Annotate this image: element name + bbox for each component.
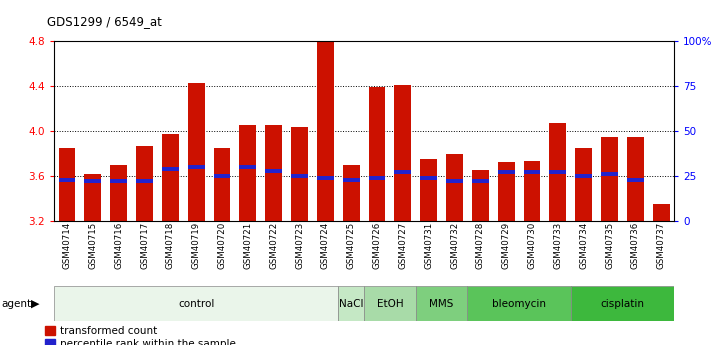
- Text: control: control: [178, 299, 214, 308]
- Text: NaCl: NaCl: [339, 299, 363, 308]
- Bar: [394, 85, 411, 221]
- Bar: [446, 179, 463, 183]
- Bar: [265, 169, 282, 172]
- Bar: [58, 148, 76, 221]
- Bar: [187, 165, 205, 169]
- Bar: [420, 176, 437, 180]
- Bar: [162, 167, 179, 171]
- Text: agent: agent: [1, 299, 32, 308]
- Bar: [627, 137, 644, 221]
- Bar: [601, 172, 618, 176]
- Bar: [338, 286, 364, 321]
- Bar: [136, 179, 153, 183]
- Bar: [58, 178, 76, 181]
- Bar: [653, 204, 670, 221]
- Bar: [110, 179, 127, 183]
- Bar: [84, 174, 101, 221]
- Bar: [54, 286, 338, 321]
- Text: bleomycin: bleomycin: [492, 299, 546, 308]
- Bar: [239, 126, 256, 221]
- Bar: [497, 162, 515, 221]
- Bar: [84, 179, 101, 183]
- Bar: [601, 137, 618, 221]
- Bar: [265, 126, 282, 221]
- Bar: [110, 165, 127, 221]
- Legend: transformed count, percentile rank within the sample: transformed count, percentile rank withi…: [45, 326, 236, 345]
- Bar: [472, 170, 489, 221]
- Bar: [213, 148, 231, 221]
- Bar: [162, 135, 179, 221]
- Bar: [317, 41, 334, 221]
- Bar: [213, 174, 231, 178]
- Bar: [497, 170, 515, 174]
- Text: cisplatin: cisplatin: [601, 299, 645, 308]
- Bar: [364, 286, 416, 321]
- Text: ▶: ▶: [31, 299, 40, 308]
- Text: GDS1299 / 6549_at: GDS1299 / 6549_at: [47, 14, 162, 28]
- Bar: [394, 170, 411, 174]
- Bar: [291, 174, 308, 178]
- Bar: [549, 123, 566, 221]
- Bar: [416, 286, 467, 321]
- Bar: [627, 178, 644, 181]
- Bar: [575, 174, 592, 178]
- Bar: [472, 179, 489, 183]
- Bar: [549, 170, 566, 174]
- Bar: [523, 161, 541, 221]
- Bar: [291, 127, 308, 221]
- Bar: [575, 148, 592, 221]
- Bar: [571, 286, 674, 321]
- Bar: [317, 176, 334, 180]
- Text: MMS: MMS: [430, 299, 454, 308]
- Text: EtOH: EtOH: [376, 299, 403, 308]
- Bar: [342, 165, 360, 221]
- Bar: [368, 87, 386, 221]
- Bar: [446, 154, 463, 221]
- Bar: [136, 146, 153, 221]
- Bar: [342, 178, 360, 181]
- Bar: [239, 165, 256, 169]
- Bar: [467, 286, 571, 321]
- Bar: [420, 159, 437, 221]
- Bar: [523, 170, 541, 174]
- Bar: [368, 176, 386, 180]
- Bar: [187, 83, 205, 221]
